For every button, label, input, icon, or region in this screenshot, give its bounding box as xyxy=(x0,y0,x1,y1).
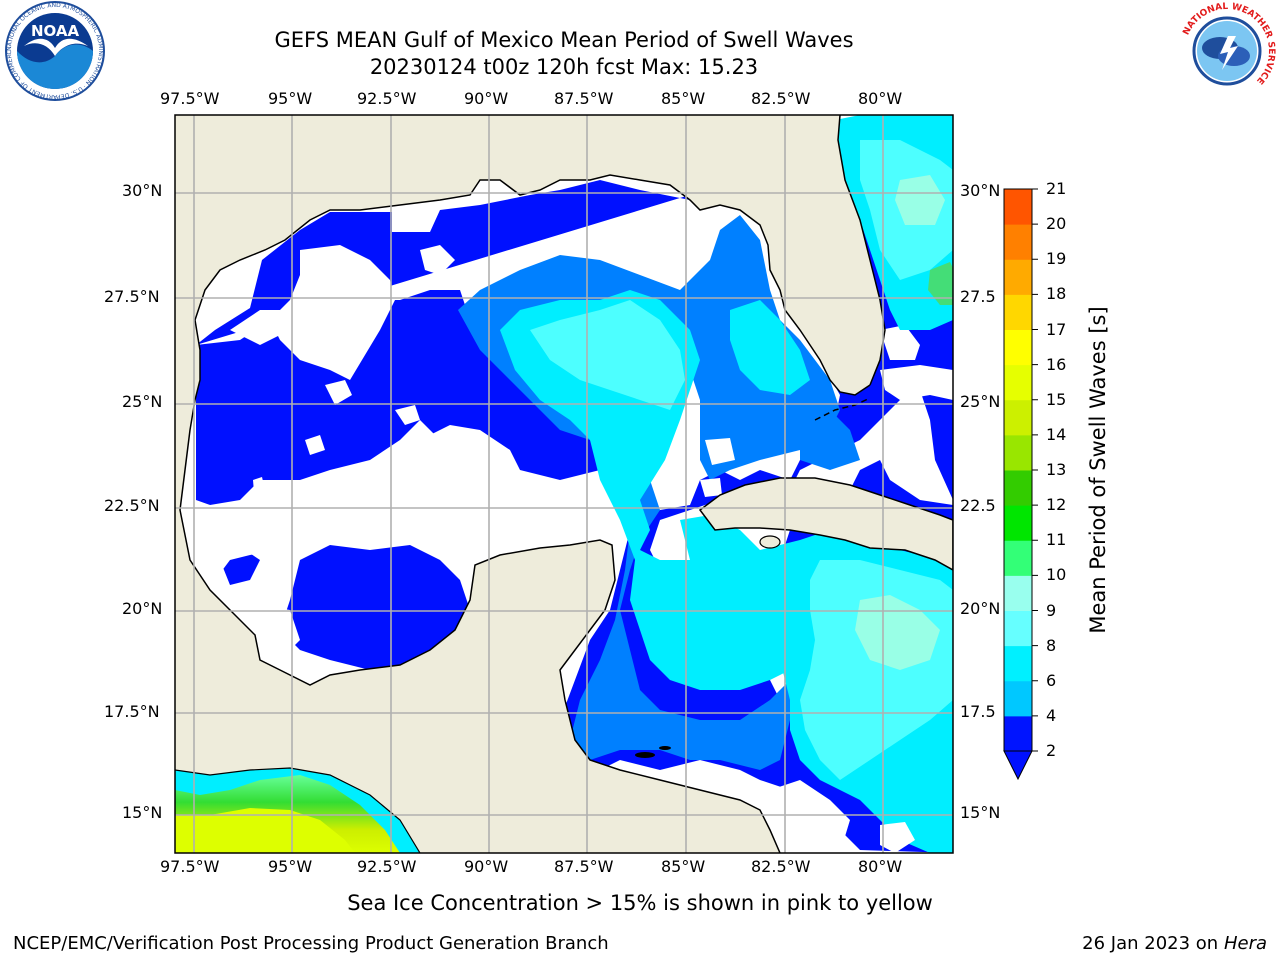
colorbar-tick-label: 8 xyxy=(1046,635,1057,655)
colorbar-tick-label: 15 xyxy=(1046,389,1067,409)
lon-label-top: 87.5°W xyxy=(554,89,614,108)
colorbar-segment xyxy=(1004,645,1032,682)
nws-logo: NATIONAL WEATHER SERVICE xyxy=(1178,2,1276,100)
lon-label-bottom: 95°W xyxy=(268,857,313,876)
chart-subtitle: 20230124 t00z 120h fcst Max: 15.23 xyxy=(369,55,759,79)
map-border xyxy=(174,114,954,854)
coastline-florida-east xyxy=(837,115,886,386)
noaa-logo-text: NOAA xyxy=(31,22,80,40)
colorbar-segment xyxy=(1004,680,1032,717)
florida-keys xyxy=(814,397,871,421)
lat-label-left: 25°N xyxy=(122,392,163,411)
lon-label-bottom: 92.5°W xyxy=(357,857,417,876)
lat-label-left: 17.5°N xyxy=(104,702,160,721)
colorbar-segment xyxy=(1004,364,1032,401)
sea-ice-note: Sea Ice Concentration > 15% is shown in … xyxy=(347,891,933,915)
colorbar-tick-label: 13 xyxy=(1046,460,1067,479)
colorbar-segment xyxy=(1004,470,1032,506)
colorbar-tick-label: 6 xyxy=(1046,670,1057,690)
colorbar-segment xyxy=(1004,540,1032,576)
chart-title: GEFS MEAN Gulf of Mexico Mean Period of … xyxy=(274,28,854,52)
island-bay-2 xyxy=(659,746,671,750)
swell-band-9-10 xyxy=(855,175,945,670)
lat-label-right: 20°N xyxy=(960,599,1001,618)
lon-label-top: 95°W xyxy=(268,89,313,108)
lon-label-bottom: 85°W xyxy=(661,857,706,876)
colorbar-tick-label: 14 xyxy=(1046,424,1067,444)
coastline-gulf xyxy=(179,174,871,853)
colorbar-label: Mean Period of Swell Waves [s] xyxy=(1086,306,1110,634)
colorbar-segment xyxy=(1004,434,1032,471)
colorbar-segment xyxy=(1004,224,1032,260)
colorbar-segment xyxy=(1004,189,1032,225)
colorbar-tick-label: 20 xyxy=(1046,214,1067,234)
lon-label-bottom: 90°W xyxy=(464,857,509,876)
land-central-america xyxy=(555,785,775,853)
lon-label-top: 97.5°W xyxy=(160,89,220,108)
swell-band-8-9 xyxy=(530,140,953,780)
colorbar-segment xyxy=(1004,259,1032,295)
lat-label-left: 27.5°N xyxy=(104,287,160,306)
map-area xyxy=(175,115,953,853)
colorbar-tick-label: 12 xyxy=(1046,495,1067,515)
lat-label-right: 27.5 xyxy=(960,287,996,306)
colorbar-tick-label: 11 xyxy=(1046,530,1067,550)
swell-band-9-10-green xyxy=(928,262,953,305)
island-bay xyxy=(635,752,655,758)
lon-label-bottom: 87.5°W xyxy=(554,857,614,876)
lat-label-left: 15°N xyxy=(122,803,163,822)
lon-label-top: 85°W xyxy=(661,89,706,108)
lon-label-bottom: 82.5°W xyxy=(751,857,811,876)
lon-label-top: 90°W xyxy=(464,89,509,108)
lat-label-right: 25°N xyxy=(960,392,1001,411)
colorbar-segment xyxy=(1004,505,1032,541)
lat-label-left: 20°N xyxy=(122,599,163,618)
lon-label-top: 92.5°W xyxy=(357,89,417,108)
lat-label-right: 17.5 xyxy=(960,702,996,721)
lon-label-top: 80°W xyxy=(858,89,903,108)
colorbar-segment xyxy=(1004,399,1032,436)
colorbar-tick-label: 4 xyxy=(1046,705,1057,725)
lat-label-left: 22.5°N xyxy=(104,496,160,515)
lon-label-bottom: 97.5°W xyxy=(160,857,220,876)
pacific-yellow-core xyxy=(175,808,355,853)
colorbar-tick-label: 19 xyxy=(1046,249,1067,269)
colorbar-segment xyxy=(1004,715,1032,752)
lat-label-right: 22.5 xyxy=(960,496,996,515)
machine-name: Hera xyxy=(1223,933,1267,954)
coastline-pacific xyxy=(175,767,421,853)
colorbar-segment xyxy=(1004,294,1032,330)
colorbar-tick-label: 10 xyxy=(1046,565,1067,585)
land-cuba xyxy=(698,477,953,571)
colorbar-segment xyxy=(1004,329,1032,366)
colorbar-tick-label: 17 xyxy=(1046,319,1067,339)
colorbar xyxy=(1003,188,1038,781)
colorbar-tick-label: 2 xyxy=(1046,741,1057,760)
colorbar-segment xyxy=(1004,610,1032,647)
lat-label-right: 15°N xyxy=(960,803,1001,822)
generation-date-text: 26 Jan 2023 on xyxy=(1082,933,1224,954)
lat-label-right: 30°N xyxy=(960,181,1001,200)
noaa-logo: NATIONAL OCEANIC AND ATMOSPHERIC ADMINIS… xyxy=(4,0,105,101)
colorbar-tick-label: 18 xyxy=(1046,284,1067,304)
colorbar-segment xyxy=(1004,575,1032,611)
colorbar-tick-label: 9 xyxy=(1046,600,1057,620)
isla-de-la-juventud xyxy=(759,535,781,549)
colorbar-tick-label: 16 xyxy=(1046,354,1067,374)
lon-label-bottom: 80°W xyxy=(858,857,903,876)
colorbar-extend-arrow xyxy=(1003,750,1033,781)
producer-credit: NCEP/EMC/Verification Post Processing Pr… xyxy=(13,933,609,954)
lat-label-left: 30°N xyxy=(122,181,163,200)
lon-label-top: 82.5°W xyxy=(751,89,811,108)
colorbar-tick-label: 21 xyxy=(1046,179,1067,198)
generation-date: 26 Jan 2023 on Hera xyxy=(1082,933,1267,955)
gridlines xyxy=(175,115,953,853)
